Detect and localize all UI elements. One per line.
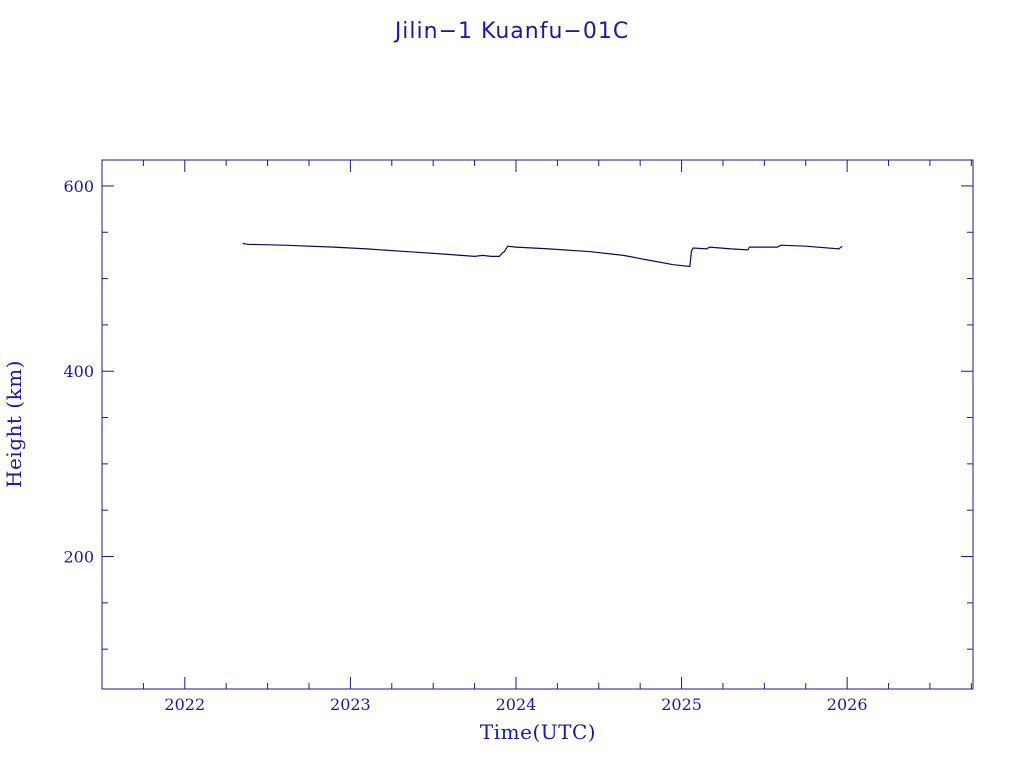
chart-title: Jilin−1 Kuanfu−01C	[393, 19, 629, 44]
height-series-line	[242, 242, 843, 268]
y-tick-label: 600	[63, 177, 94, 196]
x-tick-label: 2022	[164, 695, 205, 714]
y-axis-ticks	[102, 185, 973, 650]
x-tick-label: 2026	[827, 695, 868, 714]
x-tick-label: 2023	[330, 695, 371, 714]
x-axis-tick-labels: 2022 2023 2024 2025 2026	[164, 695, 867, 714]
y-tick-label: 200	[63, 548, 94, 567]
x-tick-label: 2025	[661, 695, 702, 714]
x-axis-ticks	[101, 160, 972, 689]
y-axis-tick-labels: 200 400 600	[63, 177, 94, 567]
plot-frame	[101, 159, 974, 690]
y-axis-label: Height (km)	[2, 360, 26, 488]
x-tick-label: 2024	[496, 695, 537, 714]
x-axis-label: Time(UTC)	[480, 720, 596, 744]
y-tick-label: 400	[63, 362, 94, 381]
